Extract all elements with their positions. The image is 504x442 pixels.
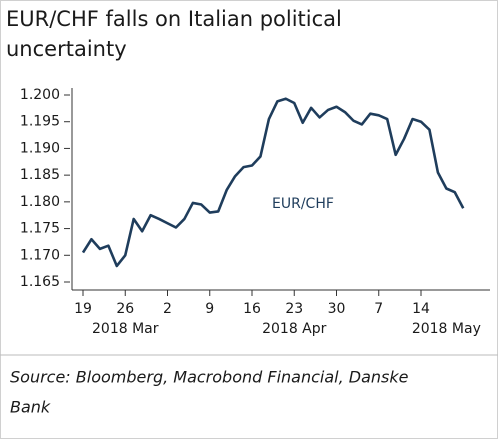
x-tick-label: 16 bbox=[243, 301, 261, 317]
chart-title: EUR/CHF falls on Italian political bbox=[6, 7, 342, 31]
x-tick-label: 14 bbox=[412, 301, 430, 317]
x-tick-label: 9 bbox=[205, 301, 214, 317]
series-label: EUR/CHF bbox=[272, 196, 334, 212]
y-tick-label: 1.200 bbox=[20, 87, 60, 103]
y-tick-label: 1.190 bbox=[20, 140, 60, 156]
x-tick-label: 7 bbox=[374, 301, 383, 317]
x-tick-label: 2 bbox=[163, 301, 172, 317]
source: Source: Bloomberg, Macrobond Financial, … bbox=[10, 368, 409, 387]
month-label: 2018 Apr bbox=[262, 321, 327, 337]
line-series bbox=[81, 97, 465, 268]
y-tick-label: 1.170 bbox=[20, 247, 60, 263]
y-tick-label: 1.195 bbox=[20, 114, 60, 130]
month-label: 2018 May bbox=[412, 321, 481, 337]
y-tick-label: 1.180 bbox=[20, 194, 60, 210]
chart-title: uncertainty bbox=[6, 37, 127, 61]
x-tick-label: 23 bbox=[285, 301, 303, 317]
y-tick-label: 1.185 bbox=[20, 167, 60, 183]
month-label: 2018 Mar bbox=[92, 321, 159, 337]
x-tick-label: 30 bbox=[328, 301, 346, 317]
y-tick-label: 1.165 bbox=[20, 274, 60, 290]
y-tick-label: 1.175 bbox=[20, 221, 60, 237]
x-tick-label: 26 bbox=[116, 301, 134, 317]
x-tick-label: 19 bbox=[74, 301, 92, 317]
source: Bank bbox=[10, 398, 51, 417]
